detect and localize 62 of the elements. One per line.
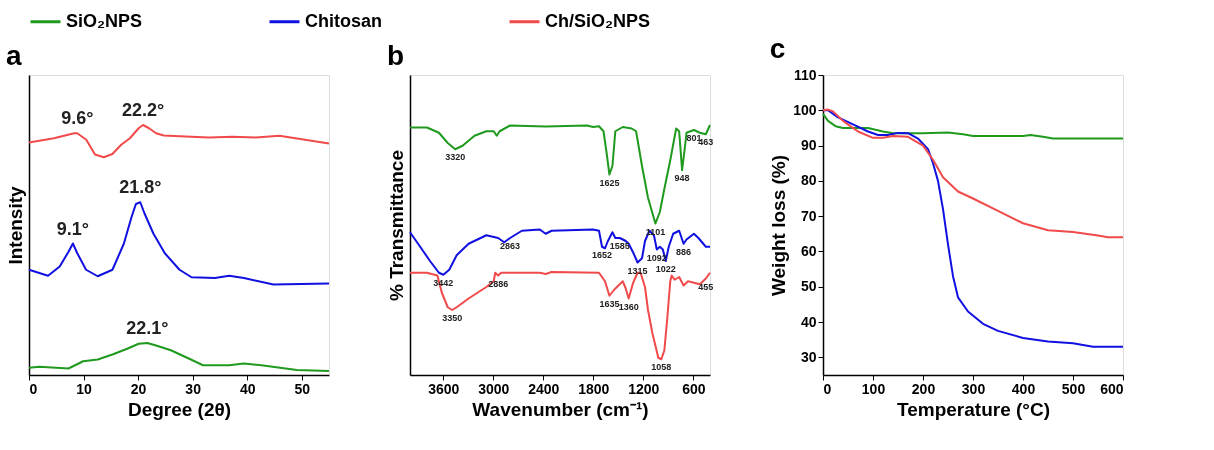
annotation: 3350 [442, 313, 463, 323]
annotation: 1022 [655, 264, 676, 274]
x-tick-label: 3600 [428, 380, 460, 397]
annotation: 21.8° [119, 177, 162, 198]
annotation: 9.6° [61, 108, 94, 129]
y-tick-label: 40 [800, 313, 817, 330]
chart-title: b [387, 40, 405, 71]
legend-label: SiO₂NPS [66, 10, 143, 31]
annotation: 22.2° [121, 100, 165, 120]
annotation: 1625 [599, 177, 620, 188]
y-tick-label: 30 [800, 348, 817, 365]
annotation: 886 [676, 246, 692, 257]
x-tick-label: 3000 [478, 380, 510, 397]
legend-label: Chitosan [305, 10, 383, 31]
x-tick-label: 200 [911, 380, 936, 397]
chart-title: a [6, 40, 22, 71]
annotation: 9.1° [56, 218, 90, 239]
x-tick-label: 600 [1100, 380, 1124, 397]
x-tick-label: 1800 [578, 380, 610, 397]
annotation: 1315 [627, 265, 648, 276]
legend-label: Ch/SiO₂NPS [545, 10, 651, 31]
x-tick-label: 2400 [528, 380, 560, 397]
annotation: 1585 [609, 241, 630, 251]
annotation: 1652 [591, 249, 613, 260]
x-tick-label: 10 [76, 380, 93, 397]
x-tick-label: 400 [1011, 380, 1036, 397]
y-tick-label: 110 [793, 66, 817, 83]
x-axis-title: Degree (2θ) [127, 398, 232, 420]
annotation: 3320 [445, 152, 466, 163]
x-tick-label: 0 [29, 380, 38, 397]
y-tick-label: 60 [800, 242, 817, 259]
x-tick-label: 500 [1061, 380, 1086, 397]
y-axis-title: Weight loss (%) [768, 154, 790, 297]
y-tick-label: 50 [800, 278, 817, 295]
line-series [822, 108, 1124, 239]
y-axis-title: Intensity [4, 186, 26, 265]
chart-title: c [769, 33, 786, 64]
y-tick-label: 70 [800, 207, 817, 224]
annotation: 1101 [645, 226, 666, 237]
x-tick-label: 1200 [628, 380, 660, 397]
x-tick-label: 300 [961, 380, 986, 397]
x-tick-label: 20 [130, 380, 147, 397]
annotation: 2863 [500, 241, 521, 251]
y-tick-label: 80 [800, 172, 817, 189]
x-tick-label: 40 [239, 380, 256, 397]
x-tick-label: 600 [682, 380, 706, 397]
annotation: 1635 [599, 298, 620, 309]
annotation: 455 [698, 281, 714, 292]
y-tick-label: 100 [793, 101, 817, 118]
y-tick-label: 90 [800, 137, 817, 154]
x-axis-title: Wavenumber (cm⁻¹) [472, 398, 649, 420]
annotation: 22.1° [126, 318, 169, 338]
x-tick-label: 0 [823, 380, 832, 397]
y-axis-title: % Transmittance [385, 150, 407, 301]
annotation: 1058 [651, 362, 672, 373]
annotation: 1360 [618, 301, 639, 312]
annotation: 948 [674, 173, 690, 184]
x-tick-label: 50 [294, 380, 311, 397]
x-tick-label: 100 [861, 380, 886, 397]
x-tick-label: 30 [185, 380, 202, 397]
x-axis-title: Temperature (°C) [897, 398, 1050, 420]
line-series [822, 112, 1124, 140]
